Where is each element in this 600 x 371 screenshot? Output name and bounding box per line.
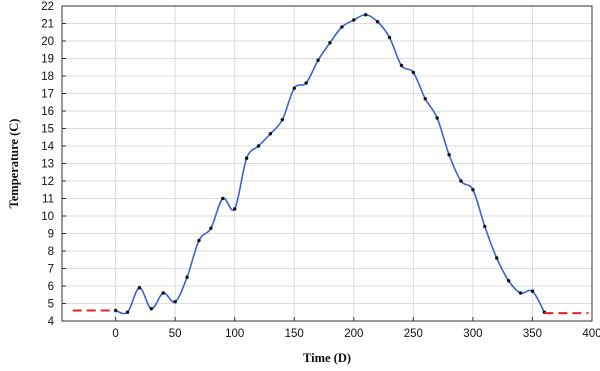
plot-series xyxy=(72,13,589,315)
grid xyxy=(62,5,593,322)
data-point xyxy=(232,207,237,211)
data-point xyxy=(506,279,511,283)
tick-labels: 0 50 100 150 200 250 300 350 400 4 5 6 7 8 9 10 11 12 13 14… xyxy=(41,1,600,340)
data-point xyxy=(518,291,523,295)
y-tick-label: 21 xyxy=(41,19,54,31)
data-point xyxy=(459,179,463,183)
data-point xyxy=(435,116,439,120)
data-point xyxy=(352,18,356,22)
x-tick-label: 300 xyxy=(463,328,482,340)
y-tick-label: 8 xyxy=(48,246,54,258)
data-point xyxy=(256,144,261,148)
x-tick-label: 150 xyxy=(285,328,304,340)
data-point xyxy=(375,20,380,24)
data-point xyxy=(149,307,154,311)
y-tick-label: 12 xyxy=(41,176,54,188)
data-point xyxy=(495,256,499,260)
data-point xyxy=(328,41,332,45)
data-point xyxy=(173,300,177,304)
data-point xyxy=(185,275,189,279)
data-point xyxy=(316,58,320,62)
x-tick-label: 50 xyxy=(169,328,182,340)
y-tick-label: 16 xyxy=(41,106,54,118)
data-point xyxy=(447,153,451,157)
y-tick-label: 18 xyxy=(41,71,54,83)
data-point xyxy=(221,196,225,201)
data-point xyxy=(340,25,344,29)
y-tick-label: 6 xyxy=(48,281,54,293)
x-tick-label: 200 xyxy=(344,328,363,340)
x-tick-label: 250 xyxy=(404,328,423,340)
data-point xyxy=(364,13,368,17)
y-axis-title: Temperature (C) xyxy=(7,119,21,209)
y-tick-label: 4 xyxy=(48,316,55,328)
data-point xyxy=(125,310,130,314)
data-point xyxy=(292,86,296,90)
y-tick-label: 14 xyxy=(41,141,54,153)
data-point xyxy=(471,188,475,192)
y-tick-label: 17 xyxy=(41,89,54,101)
y-tick-label: 9 xyxy=(48,229,54,241)
data-point xyxy=(161,291,165,295)
data-point xyxy=(280,118,285,122)
x-tick-label: 400 xyxy=(582,328,600,340)
data-point xyxy=(411,70,416,75)
data-point xyxy=(137,286,142,290)
data-point xyxy=(197,238,201,243)
data-point xyxy=(483,224,487,229)
x-tick-label: 100 xyxy=(225,328,244,340)
data-point xyxy=(399,63,404,68)
data-point xyxy=(304,81,308,85)
data-point xyxy=(387,35,392,40)
data-point xyxy=(530,289,535,293)
data-point xyxy=(423,97,427,101)
y-tick-label: 22 xyxy=(41,1,54,13)
y-tick-label: 15 xyxy=(41,124,54,136)
data-point xyxy=(209,226,213,230)
y-tick-label: 11 xyxy=(42,194,54,206)
x-tick-label: 350 xyxy=(523,328,542,340)
y-tick-label: 19 xyxy=(41,54,54,66)
x-tick-label: 0 xyxy=(112,328,118,340)
x-axis-title: Time (D) xyxy=(303,351,351,365)
y-tick-label: 20 xyxy=(41,36,54,48)
data-point xyxy=(268,132,273,136)
y-tick-label: 7 xyxy=(48,264,54,276)
y-tick-label: 5 xyxy=(48,299,54,311)
plot-frame xyxy=(61,5,593,322)
y-tick-label: 13 xyxy=(41,159,54,171)
data-point xyxy=(244,156,249,160)
y-tick-label: 10 xyxy=(41,211,54,223)
